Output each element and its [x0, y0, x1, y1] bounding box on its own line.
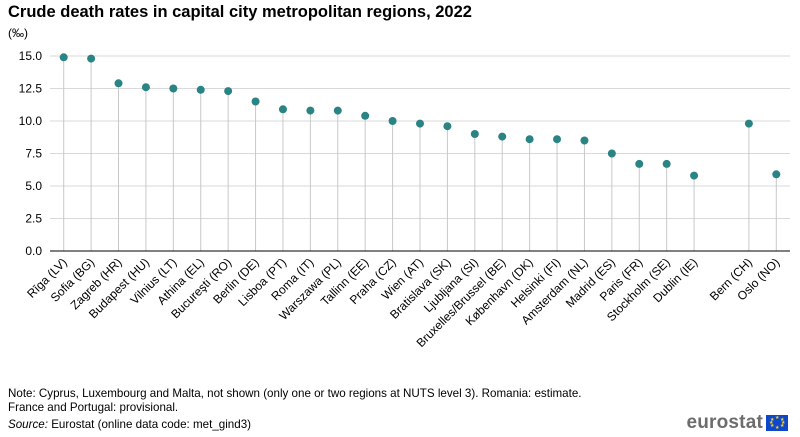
footnote-line-1: Note: Cyprus, Luxembourg and Malta, not … [8, 387, 582, 400]
y-tick-label: 0.0 [25, 244, 42, 258]
data-point [525, 135, 534, 144]
data-point [87, 54, 96, 63]
eu-flag-icon: ★ ★ ★ ★ ★ ★ ★ ★ [766, 415, 788, 431]
data-point [251, 97, 260, 106]
data-point [635, 159, 644, 168]
data-point [333, 106, 342, 115]
chart-title: Crude death rates in capital city metrop… [8, 3, 472, 21]
data-point [224, 87, 233, 96]
data-point [690, 171, 699, 180]
data-point [470, 130, 479, 138]
data-point [553, 135, 562, 144]
data-point [361, 111, 370, 120]
data-point [59, 53, 68, 62]
y-tick-label: 5.0 [25, 179, 42, 193]
data-point [388, 117, 397, 125]
data-point [662, 159, 671, 168]
logo-text: eurostat [686, 412, 763, 433]
data-point [607, 149, 616, 158]
y-tick-label: 12.5 [19, 82, 43, 96]
eurostat-logo: eurostat ★ ★ ★ ★ ★ ★ ★ ★ [686, 412, 788, 434]
data-point [744, 119, 753, 128]
data-point [498, 132, 507, 141]
data-point [580, 136, 589, 145]
source-label: Source: [8, 418, 48, 431]
data-point [196, 85, 205, 94]
data-point [169, 84, 178, 93]
data-point [141, 83, 150, 92]
source-text: Eurostat (online data code: met_gind3) [51, 418, 251, 431]
data-point [772, 170, 781, 179]
y-tick-label: 2.5 [25, 212, 42, 226]
y-tick-label: 7.5 [25, 147, 42, 161]
data-point [443, 122, 452, 131]
y-tick-label: 10.0 [19, 114, 43, 128]
y-tick-label: 15.0 [19, 49, 43, 63]
y-axis-unit-label: (‰) [8, 26, 28, 40]
data-point [416, 119, 424, 128]
data-point [278, 105, 287, 114]
data-point [306, 106, 315, 115]
footnote-line-2: France and Portugal: provisional. [8, 401, 179, 414]
data-point [114, 79, 123, 88]
source-line: Source: Eurostat (online data code: met_… [8, 418, 251, 431]
